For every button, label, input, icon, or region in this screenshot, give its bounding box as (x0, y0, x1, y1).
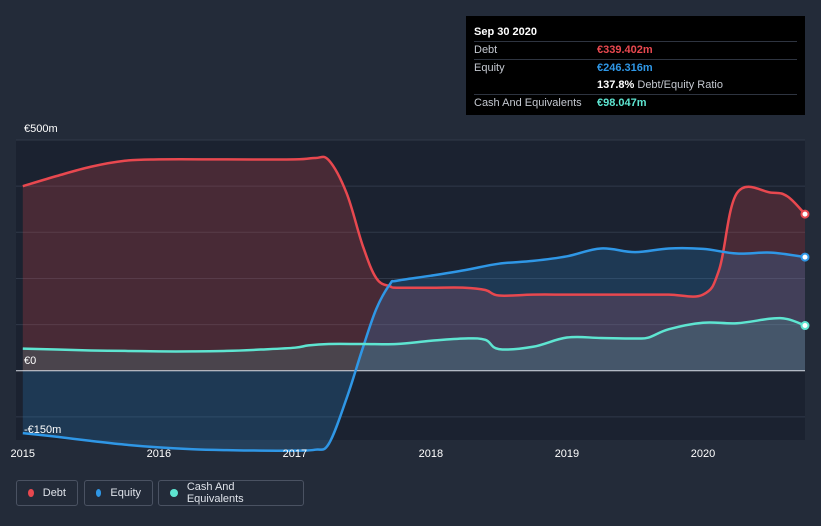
equity-line (22, 246, 806, 452)
equity-end-marker (800, 252, 810, 262)
debt-area (22, 156, 806, 371)
series-areas (22, 156, 806, 451)
legend-label: Debt (42, 487, 66, 499)
tooltip-date: Sep 30 2020 (474, 26, 537, 38)
tooltip-value-equity: €246.316m (597, 62, 653, 74)
tooltip-row-debt: Debt €339.402m (474, 41, 797, 59)
data-tooltip: Sep 30 2020 Debt €339.402m Equity €246.3… (466, 16, 805, 115)
tooltip-label: Equity (474, 62, 505, 74)
legend-label: Equity (110, 487, 141, 499)
ratio-value: 137.8% (597, 79, 635, 91)
x-tick-label: 2018 (419, 448, 443, 460)
legend-item-debt[interactable]: Debt (16, 480, 78, 506)
y-tick-label: €500m (24, 123, 58, 135)
cash-and-equivalents-line (22, 316, 806, 353)
x-tick-label: 2019 (555, 448, 579, 460)
tooltip-value-ratio: 137.8% Debt/Equity Ratio (597, 77, 723, 94)
x-tick-label: 2015 (11, 448, 35, 460)
legend-item-cash[interactable]: Cash And Equivalents (158, 480, 304, 506)
tooltip-value-debt: €339.402m (597, 44, 653, 56)
tooltip-row-equity: Equity €246.316m (474, 59, 797, 77)
y-tick-label: €0 (24, 355, 36, 367)
x-tick-label: 2016 (147, 448, 171, 460)
tooltip-label: Debt (474, 44, 498, 56)
legend-swatch-debt (28, 489, 34, 497)
legend-label: Cash And Equivalents (186, 481, 244, 505)
series-end-markers (800, 209, 810, 331)
tooltip-row-ratio: 137.8% Debt/Equity Ratio (474, 77, 797, 94)
tooltip-label: Cash And Equivalents (474, 97, 582, 109)
legend-item-equity[interactable]: Equity (84, 480, 153, 506)
debt-end-marker (800, 209, 810, 219)
x-tick-label: 2017 (283, 448, 307, 460)
series-lines (22, 155, 806, 452)
equity-area (22, 248, 806, 451)
legend-swatch-cash (170, 489, 178, 497)
tooltip-row-cash: Cash And Equivalents €98.047m (474, 94, 797, 112)
debt-line (22, 155, 806, 298)
plot-area (16, 140, 805, 440)
cash-and-equivalents-end-marker (800, 321, 810, 331)
ratio-label: Debt/Equity Ratio (637, 79, 723, 91)
cash-and-equivalents-area (22, 318, 806, 371)
legend-swatch-equity (96, 489, 102, 497)
y-axis-labels: €500m €0 -€150m (24, 123, 61, 436)
x-tick-label: 2020 (691, 448, 715, 460)
x-axis-labels: 2015 2016 2017 2018 2019 2020 (11, 448, 716, 460)
tooltip-value-cash: €98.047m (597, 97, 647, 109)
y-tick-label: -€150m (24, 424, 61, 436)
